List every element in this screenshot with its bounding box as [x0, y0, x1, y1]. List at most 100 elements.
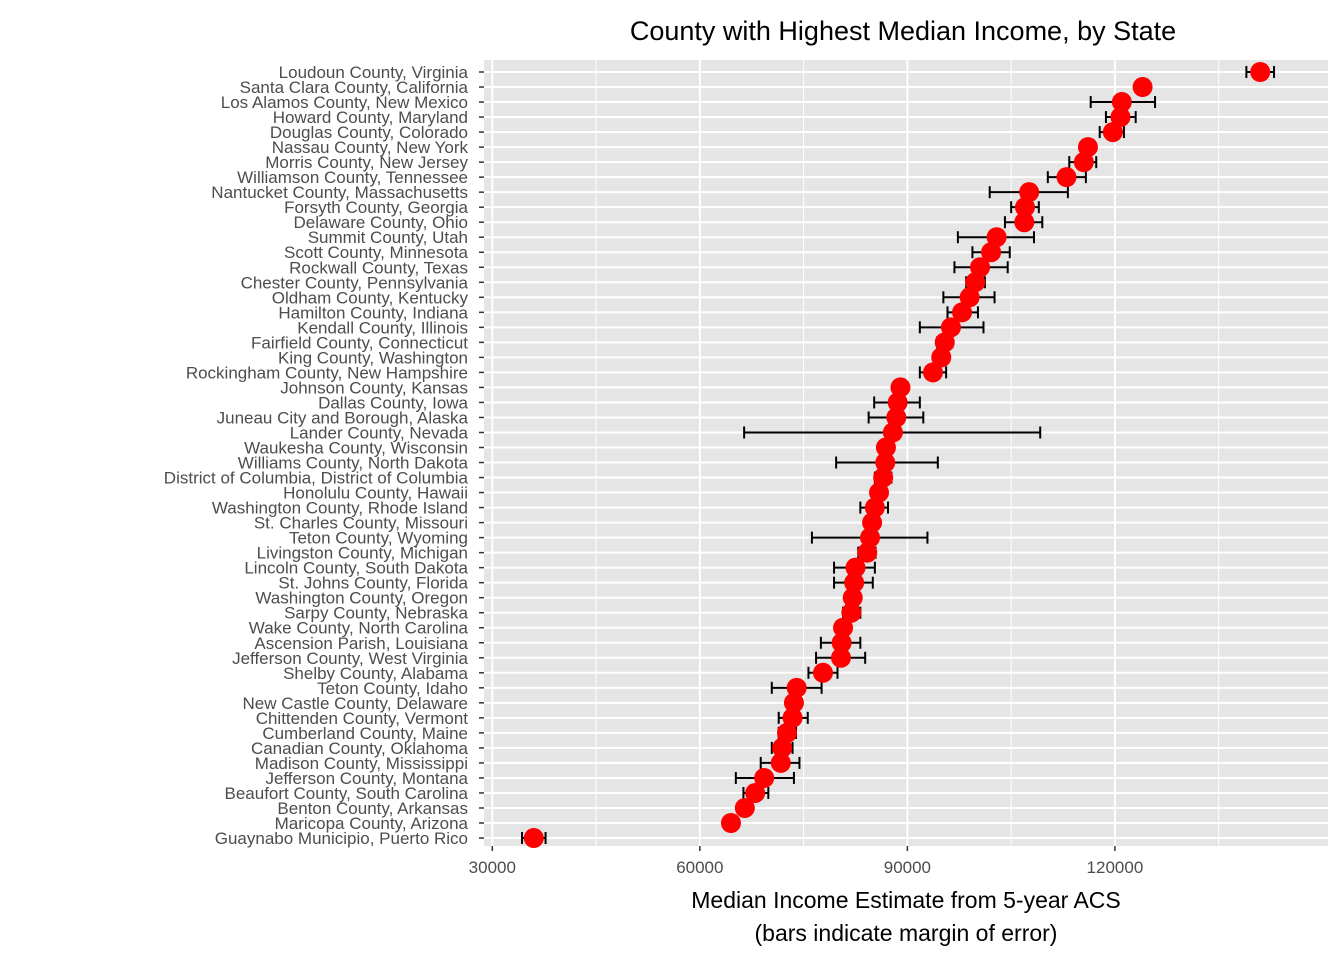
y-tick-label: Howard County, Maryland — [273, 108, 468, 127]
data-point — [754, 767, 775, 788]
x-tick-label: 120000 — [1087, 858, 1144, 877]
y-tick-label: Nantucket County, Massachusetts — [211, 183, 468, 202]
data-points — [523, 62, 1271, 849]
y-tick-label: St. Johns County, Florida — [278, 574, 468, 593]
y-tick-label: Dallas County, Iowa — [318, 393, 468, 412]
x-tick-label: 90000 — [884, 858, 931, 877]
data-point — [873, 467, 894, 488]
data-point — [959, 287, 980, 308]
data-point — [857, 542, 878, 563]
data-point — [782, 707, 803, 728]
y-tick-label: Delaware County, Ohio — [294, 213, 469, 232]
y-tick-label: Morris County, New Jersey — [265, 153, 468, 172]
data-point — [940, 317, 961, 338]
y-tick-label: Forsyth County, Georgia — [284, 198, 468, 217]
data-point — [887, 392, 908, 413]
grid — [484, 60, 1328, 846]
data-point — [770, 752, 791, 773]
data-point — [1056, 167, 1077, 188]
data-point — [844, 572, 865, 593]
y-tick-label: Maricopa County, Arizona — [275, 814, 469, 833]
y-tick-label: Johnson County, Kansas — [280, 378, 468, 397]
data-point — [720, 813, 741, 833]
data-point — [864, 497, 885, 518]
x-axis: 30000 60000 90000 120000 — [469, 846, 1144, 877]
y-tick-label: Chittenden County, Vermont — [256, 709, 469, 728]
y-tick-label: Hamilton County, Indiana — [278, 303, 468, 322]
chart-title: County with Highest Median Income, by St… — [630, 16, 1176, 46]
data-point — [1102, 122, 1123, 143]
y-tick-label: Ascension Parish, Louisiana — [254, 634, 468, 653]
y-tick-label: Lander County, Nevada — [290, 423, 469, 442]
data-point — [734, 797, 755, 818]
data-point — [1019, 182, 1040, 203]
y-tick-label: Loudoun County, Virginia — [279, 63, 469, 82]
data-point — [745, 782, 766, 803]
y-tick-label: Fairfield County, Connecticut — [251, 333, 468, 352]
y-tick-label: Teton County, Wyoming — [289, 529, 468, 548]
data-point — [830, 647, 851, 668]
data-point — [890, 377, 911, 398]
data-point — [922, 362, 943, 383]
data-point — [841, 602, 862, 623]
y-tick-label: Jefferson County, West Virginia — [232, 649, 468, 668]
data-point — [986, 227, 1007, 248]
data-point — [965, 272, 986, 293]
y-tick-label: Cumberland County, Maine — [262, 724, 468, 743]
data-point — [886, 407, 907, 428]
y-tick-label: New Castle County, Delaware — [243, 694, 469, 713]
y-tick-label: Williams County, North Dakota — [238, 454, 469, 473]
panel-background — [484, 60, 1328, 846]
data-point — [1110, 107, 1131, 128]
y-tick-label: King County, Washington — [278, 348, 468, 367]
y-tick-label: Santa Clara County, California — [240, 78, 469, 97]
data-point — [934, 332, 955, 353]
data-point — [842, 587, 863, 608]
data-point — [833, 617, 854, 638]
data-point — [812, 662, 833, 683]
y-tick-label: Chester County, Pennsylvania — [241, 273, 469, 292]
y-tick-label: Washington County, Oregon — [255, 589, 468, 608]
y-tick-label: Washington County, Rhode Island — [212, 499, 468, 518]
x-axis-subtitle: (bars indicate margin of error) — [755, 920, 1058, 946]
x-tick-label: 30000 — [469, 858, 516, 877]
data-point — [523, 828, 544, 849]
data-point — [1250, 62, 1271, 82]
data-point — [952, 302, 973, 323]
y-tick-label: Juneau City and Borough, Alaska — [217, 408, 469, 427]
y-tick-label: Lincoln County, South Dakota — [244, 559, 468, 578]
data-point — [860, 527, 881, 548]
y-tick-label: Sarpy County, Nebraska — [284, 604, 468, 623]
x-tick-label: 60000 — [676, 858, 723, 877]
data-point — [1014, 212, 1035, 233]
y-tick-label: Scott County, Minnesota — [284, 243, 468, 262]
y-tick-label: Douglas County, Colorado — [270, 123, 468, 142]
y-tick-label: Rockwall County, Texas — [289, 258, 468, 277]
x-axis-title: Median Income Estimate from 5-year ACS — [691, 887, 1121, 913]
y-tick-label: Williamson County, Tennessee — [237, 168, 468, 187]
data-point — [845, 557, 866, 578]
y-tick-label: Summit County, Utah — [308, 228, 468, 247]
y-tick-label: Benton County, Arkansas — [277, 799, 468, 818]
data-point — [875, 437, 896, 458]
data-point — [772, 737, 793, 758]
y-tick-label: Beaufort County, South Carolina — [225, 784, 469, 803]
y-tick-label: Los Alamos County, New Mexico — [221, 93, 468, 112]
y-tick-label: Honolulu County, Hawaii — [283, 484, 468, 503]
data-point — [1073, 152, 1094, 173]
y-tick-label: Guaynabo Municipio, Puerto Rico — [215, 829, 468, 848]
y-tick-label: Livingston County, Michigan — [257, 544, 468, 563]
data-point — [875, 452, 896, 473]
y-tick-label: Kendall County, Illinois — [297, 318, 468, 337]
y-tick-label: District of Columbia, District of Columb… — [164, 469, 469, 488]
y-tick-label: Canadian County, Oklahoma — [251, 739, 469, 758]
data-point — [1132, 77, 1153, 98]
y-tick-label: Nassau County, New York — [272, 138, 469, 157]
data-point — [1014, 197, 1035, 218]
y-tick-label: Wake County, North Carolina — [249, 619, 469, 638]
y-tick-label: Waukesha County, Wisconsin — [244, 439, 468, 458]
data-point — [786, 677, 807, 698]
y-tick-label: Rockingham County, New Hampshire — [186, 363, 468, 382]
